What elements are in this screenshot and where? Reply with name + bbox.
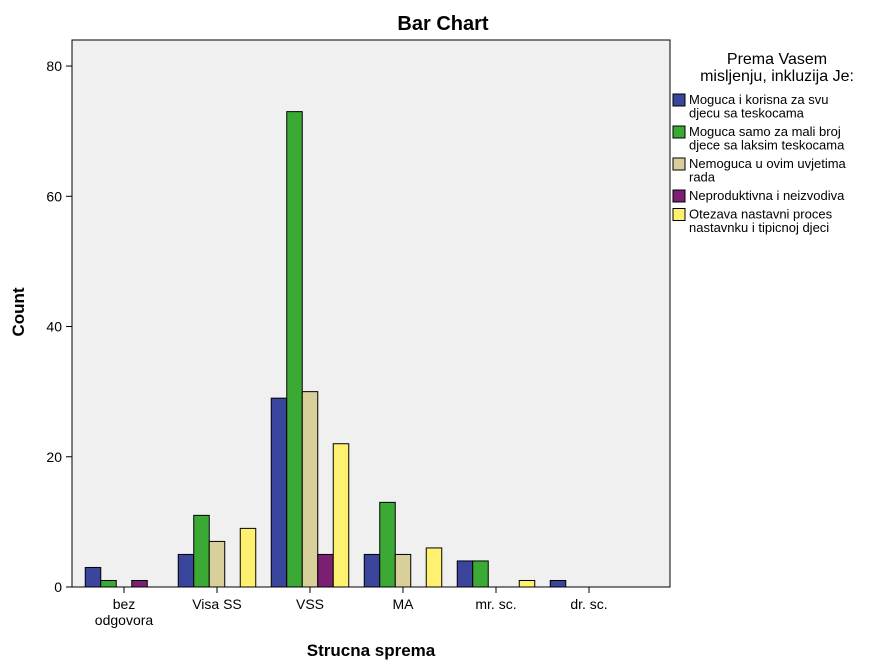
legend-label-line: nastavnku i tipicnoj djeci (689, 220, 829, 235)
bar (100, 579, 117, 588)
x-tick-label-line: MA (393, 596, 415, 612)
x-tick-label-line: odgovora (95, 612, 154, 628)
x-tick-label: dr. sc. (570, 596, 607, 612)
legend-label-line: djece sa laksim teskocama (689, 138, 845, 153)
y-tick-label: 80 (46, 58, 62, 74)
bar (549, 579, 567, 588)
bar (472, 560, 489, 588)
legend-label-line: Moguca i korisna za svu (689, 92, 828, 107)
chart-title: Bar Chart (397, 13, 488, 35)
bar (332, 443, 350, 588)
legend-label-line: Otezava nastavni proces (689, 207, 833, 222)
plot-area (71, 39, 671, 588)
x-tick-label: bez odgovora (95, 596, 154, 628)
x-tick-label-line: Visa SS (192, 596, 242, 612)
x-tick-label: MA (393, 596, 415, 612)
bar (286, 111, 303, 588)
legend-label-line: rada (689, 170, 716, 185)
legend-swatch (672, 157, 686, 171)
bar (363, 553, 381, 588)
legend-swatch (672, 93, 686, 107)
bar (379, 501, 396, 588)
legend-title-line: Prema Vasem (727, 51, 827, 68)
y-tick-label: 60 (46, 188, 62, 204)
legend-title-line: misljenju, inkluzija Je: (700, 68, 854, 85)
x-axis: bez odgovora Visa SS VSS MA mr. sc. dr. sc. (95, 587, 608, 628)
bar (518, 579, 536, 588)
bar (177, 553, 195, 588)
legend: Prema Vasem misljenju, inkluzija Je: Moguc… (672, 51, 854, 236)
bar (131, 579, 148, 588)
legend-label: Moguca i korisna za svu djecu sa teskocam… (689, 92, 828, 121)
legend-swatch (672, 208, 686, 221)
bars-group (84, 111, 567, 588)
x-tick-label-line: mr. sc. (475, 596, 516, 612)
legend-label-line: Moguca samo za mali broj (689, 124, 841, 139)
bar (208, 540, 226, 588)
legend-label: Neproduktivna i neizvodiva (689, 188, 845, 203)
legend-swatch (672, 125, 686, 139)
x-tick-label-line: dr. sc. (570, 596, 607, 612)
x-tick-label: VSS (296, 596, 324, 612)
legend-label-line: Nemoguca u ovim uvjetima (689, 156, 847, 171)
y-tick-label: 20 (46, 449, 62, 465)
bar (317, 553, 334, 588)
bar (193, 514, 210, 588)
y-tick-label: 0 (54, 579, 62, 595)
legend-label: Otezava nastavni proces nastavnku i tipic… (689, 207, 833, 236)
x-tick-label: mr. sc. (475, 596, 516, 612)
x-tick-label-line: bez (113, 596, 136, 612)
legend-label: Moguca samo za mali broj djece sa laksim … (689, 124, 845, 153)
bar (301, 391, 319, 588)
bar (239, 527, 257, 588)
bar (456, 560, 474, 588)
bar (270, 397, 288, 588)
y-axis: 0 20 40 60 80 (46, 58, 72, 595)
legend-label: Nemoguca u ovim uvjetima rada (689, 156, 847, 185)
legend-swatch (672, 189, 686, 203)
x-tick-label: Visa SS (192, 596, 242, 612)
x-axis-title: Strucna sprema (307, 641, 436, 660)
legend-title: Prema Vasem misljenju, inkluzija Je: (700, 51, 854, 85)
y-axis-title: Count (9, 287, 28, 336)
y-tick-label: 40 (46, 319, 62, 335)
bar (425, 547, 443, 588)
legend-label-line: Neproduktivna i neizvodiva (689, 188, 845, 203)
legend-label-line: djecu sa teskocama (689, 106, 805, 121)
x-tick-label-line: VSS (296, 596, 324, 612)
bar (394, 553, 412, 588)
bar (84, 566, 102, 588)
